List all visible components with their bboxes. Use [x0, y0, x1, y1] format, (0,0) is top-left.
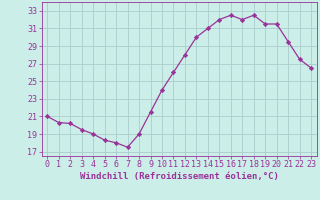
X-axis label: Windchill (Refroidissement éolien,°C): Windchill (Refroidissement éolien,°C) — [80, 172, 279, 181]
